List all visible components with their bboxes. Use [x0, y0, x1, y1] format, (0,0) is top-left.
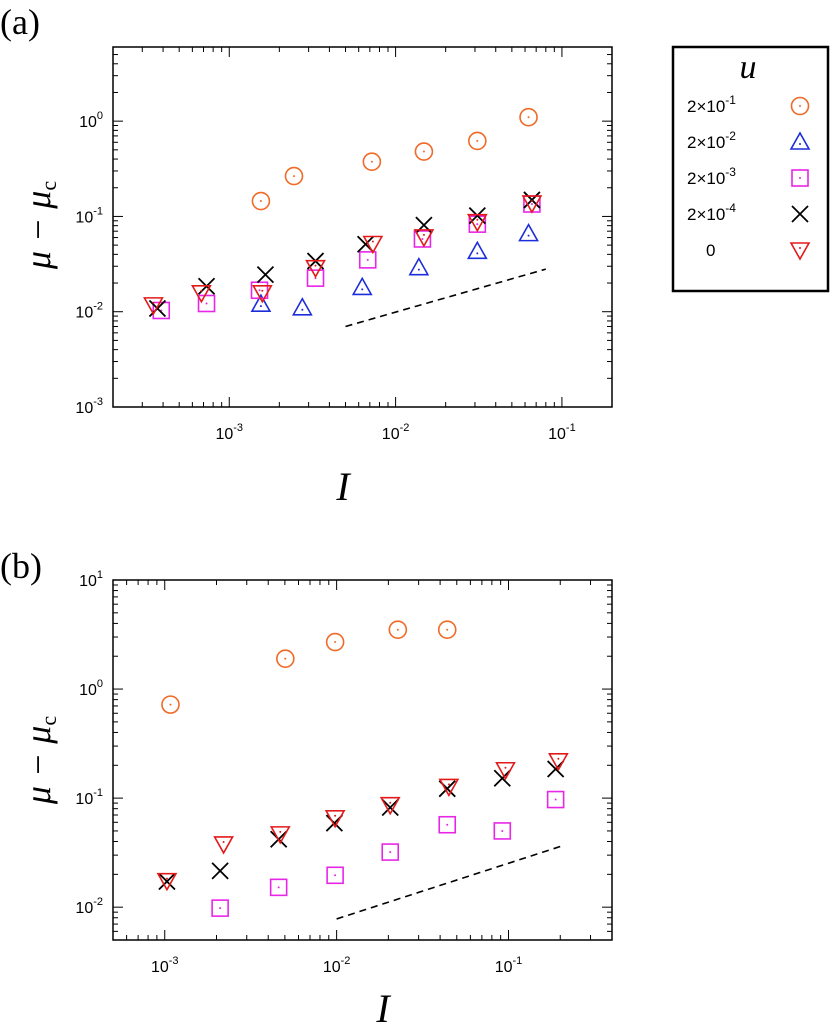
- slope-guide-line: [345, 268, 547, 328]
- point-circle-b: [276, 649, 295, 668]
- slope-guide-line: [336, 845, 561, 920]
- panel-a-label: (a): [0, 2, 40, 42]
- point-circle-a: [362, 152, 382, 172]
- point-x-a: [256, 265, 275, 284]
- legend-entry-label: 2×10-3: [687, 165, 736, 188]
- point-triangle-down-a: [466, 213, 488, 233]
- point-triangle-down-a: [521, 195, 543, 214]
- legend-title: u: [740, 49, 757, 86]
- legend-marker-icon: [789, 131, 811, 150]
- x-tick-label: 10-1: [495, 955, 523, 976]
- point-circle-a: [251, 191, 271, 211]
- point-x-b: [211, 862, 229, 880]
- x-tick-label: 10-3: [215, 422, 243, 443]
- point-triangle-down-a: [305, 259, 326, 279]
- point-square-a: [413, 230, 432, 248]
- point-triangle-up-a: [518, 222, 539, 242]
- legend-entry: 2×10-1: [687, 93, 810, 116]
- point-x-b: [493, 769, 511, 787]
- point-triangle-down-b: [495, 761, 516, 781]
- point-triangle-up-a: [291, 297, 313, 316]
- point-triangle-up-a: [250, 293, 272, 312]
- point-circle-b: [437, 620, 457, 640]
- point-circle-a: [414, 142, 434, 161]
- point-triangle-up-a: [351, 276, 373, 296]
- legend-entry: 0: [706, 241, 811, 261]
- point-x-a: [523, 191, 541, 209]
- panel-b-label: (b): [0, 546, 42, 586]
- panel-b: (b) 10-3 10-2 10-1 10-2 10-1 100 101 μ − μc I: [0, 546, 613, 1031]
- point-x-a: [148, 299, 167, 318]
- panel-a: (a) 10-3 10-2 10-1 10-3 10-2 10-1 100 μ − μc I: [0, 2, 613, 509]
- plot-frame-b: [112, 579, 613, 941]
- point-square-a: [358, 251, 377, 269]
- legend-marker-icon: [791, 205, 809, 223]
- point-triangle-down-b: [547, 752, 569, 772]
- point-square-b: [381, 843, 400, 861]
- point-circle-b: [388, 620, 408, 640]
- y-tick-label: 100: [79, 678, 103, 699]
- legend: u 2×10-1 2×10-2 2×10-3 2×10-4 0: [671, 45, 830, 293]
- point-circle-b: [325, 632, 345, 652]
- point-triangle-down-b: [269, 826, 291, 845]
- point-square-b: [438, 815, 457, 834]
- y-tick-label: 10-2: [75, 301, 103, 322]
- y-tick-label: 101: [79, 569, 103, 590]
- y-tick-label: 10-2: [75, 896, 103, 917]
- legend-entry-label: 2×10-2: [687, 129, 736, 152]
- point-square-a: [197, 294, 216, 313]
- legend-entry: 2×10-3: [687, 165, 809, 188]
- point-triangle-down-b: [156, 872, 178, 892]
- point-triangle-up-a: [408, 257, 430, 276]
- point-triangle-down-a: [362, 235, 384, 255]
- point-triangle-up-a: [466, 240, 488, 260]
- x-axis-label-a: I: [335, 464, 351, 509]
- legend-entry-label: 2×10-4: [687, 201, 736, 224]
- legend-box: [671, 45, 830, 293]
- x-tick-label: 10-3: [151, 955, 179, 976]
- legend-marker-icon: [791, 169, 809, 187]
- point-square-b: [546, 790, 565, 809]
- point-triangle-down-a: [251, 284, 273, 304]
- point-square-a: [523, 195, 541, 213]
- y-tick-label: 10-1: [75, 787, 103, 808]
- legend-marker-icon: [789, 242, 811, 261]
- point-triangle-down-b: [438, 778, 460, 798]
- point-square-b: [493, 822, 512, 840]
- point-x-b: [381, 798, 399, 817]
- point-triangle-down-b: [379, 796, 401, 816]
- point-square-b: [269, 878, 288, 897]
- y-axis-label-b: μ − μc: [18, 716, 61, 805]
- point-circle-a: [284, 166, 304, 186]
- plot-frame-a: [112, 46, 613, 408]
- x-axis-label-b: I: [375, 986, 391, 1031]
- y-tick-label: 100: [79, 110, 103, 131]
- y-tick-label: 10-3: [75, 396, 103, 417]
- point-triangle-down-b: [213, 836, 234, 855]
- legend-entry: 2×10-4: [687, 201, 809, 224]
- point-square-b: [211, 899, 229, 917]
- legend-entry-label: 0: [706, 241, 715, 260]
- point-triangle-down-a: [191, 284, 212, 304]
- legend-entry-label: 2×10-1: [687, 93, 736, 116]
- y-axis-label-a: μ − μc: [18, 181, 61, 270]
- point-circle-b: [161, 695, 180, 714]
- point-x-b: [158, 872, 176, 891]
- legend-entry: 2×10-2: [687, 129, 811, 152]
- point-triangle-down-a: [413, 229, 435, 248]
- x-tick-label: 10-2: [382, 422, 410, 443]
- x-tick-label: 10-2: [323, 955, 351, 976]
- point-triangle-down-a: [143, 297, 164, 316]
- y-tick-label: 10-1: [75, 205, 103, 226]
- point-triangle-down-b: [324, 809, 346, 829]
- legend-marker-icon: [790, 96, 810, 116]
- point-circle-a: [468, 131, 487, 151]
- point-square-b: [326, 866, 344, 885]
- x-tick-label: 10-1: [548, 422, 576, 443]
- point-circle-a: [519, 107, 538, 127]
